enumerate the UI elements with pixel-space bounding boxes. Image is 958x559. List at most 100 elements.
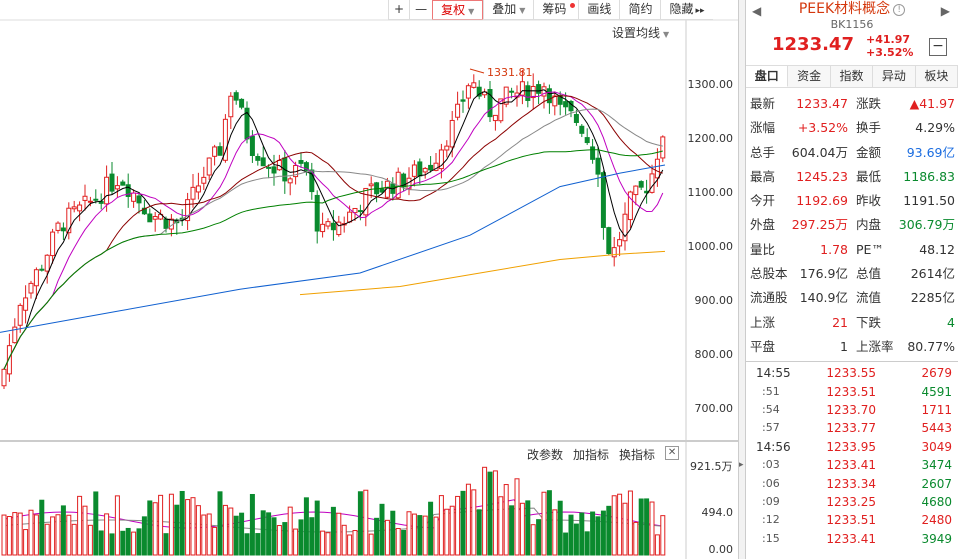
volume-bar [228, 507, 234, 556]
volume-bar [201, 514, 207, 556]
tab-pankou[interactable]: 盘口 [746, 66, 789, 87]
add-indicator-button[interactable]: 加指标 [573, 448, 610, 462]
candle [17, 304, 23, 326]
overlay-dropdown[interactable]: 叠加 ▼ [483, 0, 533, 20]
candle [546, 88, 552, 104]
panel-splitter[interactable]: ▸ [738, 0, 746, 559]
tab-bankuai[interactable]: 板块 [915, 66, 958, 87]
volume-bar [136, 528, 142, 556]
candle [357, 210, 363, 213]
stat-label: 涨跌 [856, 96, 882, 111]
ma250-line [299, 250, 666, 296]
stat-value: 1186.83 [903, 168, 955, 184]
stat-label: 总手 [750, 144, 776, 160]
zoom-in-button[interactable]: + [388, 0, 409, 20]
candle [314, 194, 320, 232]
volume-bar [341, 524, 347, 556]
switch-indicator-button[interactable]: 换指标 [619, 448, 656, 462]
tick-time: :03 [762, 458, 780, 472]
tick-volume: 3949 [921, 531, 952, 546]
stat-value: 4.29% [915, 120, 955, 136]
volume-bar [249, 493, 255, 556]
stat-label: 最低 [856, 168, 882, 184]
stat-cell: 涨幅 +3.52% [746, 116, 852, 140]
volume-bar [82, 505, 88, 556]
candle [633, 185, 639, 196]
candle [460, 99, 466, 102]
peak-label: 1331.81 [487, 66, 533, 79]
candle [255, 156, 261, 161]
stat-label: 换手 [856, 120, 882, 136]
info-icon[interactable]: ! [893, 4, 906, 16]
volume-bar [174, 504, 180, 556]
volume-bar [33, 514, 39, 556]
price-axis: 1300.00 1200.00 1100.00 1000.00 900.00 800.00… [688, 78, 734, 556]
volume-bar [568, 514, 574, 556]
candle [552, 95, 558, 107]
simple-mode-button[interactable]: 简约 [619, 0, 660, 20]
tab-yidong[interactable]: 异动 [873, 66, 916, 87]
ma10-line [3, 91, 664, 370]
candle [222, 118, 228, 161]
stat-label: 涨幅 [750, 120, 776, 136]
ma-settings-link[interactable]: 设置均线 ▼ [612, 24, 669, 41]
stat-label: 外盘 [750, 217, 776, 233]
stat-cell: 昨收 1191.50 [852, 189, 958, 213]
stat-label: 流通股 [750, 290, 788, 306]
stat-value: +3.52% [797, 120, 848, 136]
tick-price: 1233.95 [826, 439, 876, 454]
chevron-down-icon: ▼ [519, 6, 526, 15]
candle [271, 166, 277, 174]
candle [60, 227, 66, 232]
double-chevron-right-icon: ▸▸ [695, 6, 705, 16]
volume-bar [93, 491, 99, 556]
tab-zhishu[interactable]: 指数 [830, 66, 874, 87]
volume-bar [152, 502, 158, 556]
hide-button[interactable]: 隐藏 ▸▸ [660, 0, 712, 20]
volume-bar [114, 495, 120, 556]
volume-bar [168, 493, 174, 556]
price-tick-label: 1000.00 [688, 240, 734, 253]
chips-button[interactable]: 筹码 [533, 0, 578, 20]
candle [28, 282, 34, 294]
stat-value: 48.12 [919, 241, 955, 257]
zoom-out-button[interactable]: — [409, 0, 432, 20]
candle [654, 158, 660, 179]
candle [438, 149, 444, 170]
tick-price: 1233.41 [826, 531, 876, 546]
next-arrow-icon[interactable]: ▶ [940, 4, 950, 18]
candle [563, 101, 569, 108]
volume-bar [314, 500, 320, 556]
stat-cell: 上涨率 80.77% [852, 335, 958, 359]
candle [498, 98, 504, 122]
candle [287, 178, 293, 184]
candle [303, 162, 309, 171]
overlay-label: 叠加 [492, 2, 517, 16]
candle [487, 89, 493, 118]
volume-bar [444, 508, 450, 556]
draw-line-button[interactable]: 画线 [578, 0, 619, 20]
candle [147, 213, 153, 223]
prev-arrow-icon[interactable]: ◀ [752, 4, 762, 18]
tick-list[interactable]: 14:55 1233.55 2679:51 1233.51 4591:54 1233.70… [746, 362, 958, 548]
candlestick-chart[interactable]: 1300.00 1200.00 1100.00 1000.00 900.00 800.00… [0, 0, 738, 559]
stat-value: 604.04万 [791, 144, 848, 160]
stat-cell: 金额 93.69亿 [852, 141, 958, 165]
chart-grid [0, 19, 738, 559]
minimize-button[interactable]: − [929, 38, 947, 56]
volume-bar [401, 529, 407, 556]
stat-row: 最高 1245.23 最低 1186.83 [746, 165, 958, 189]
edit-params-button[interactable]: 改参数 [527, 448, 564, 462]
close-icon[interactable]: ✕ [665, 446, 680, 460]
quote-header: ◀ PEEK材料概念! ▶ BK1156 1233.47 +41.97 +3.5… [746, 0, 958, 66]
volume-bar [509, 505, 515, 556]
stat-value: 2285亿 [910, 290, 955, 306]
tab-zijin[interactable]: 资金 [788, 66, 831, 87]
volume-bar [611, 495, 617, 556]
stat-row: 流通股 140.9亿 流值 2285亿 [746, 286, 958, 310]
candle [136, 195, 142, 204]
volume-bar [390, 510, 396, 556]
candle [249, 135, 255, 156]
stat-cell: 量比 1.78 [746, 238, 852, 262]
candle [217, 146, 223, 156]
